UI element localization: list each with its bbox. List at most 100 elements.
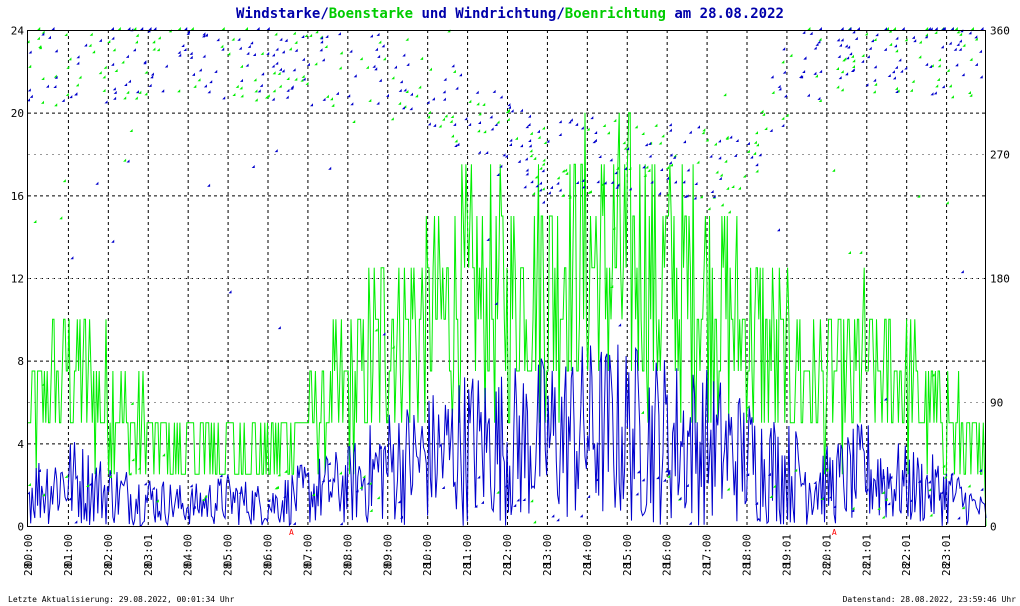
wind-direction-point	[979, 49, 983, 53]
gust-direction-point	[54, 103, 58, 107]
gust-direction-point	[476, 102, 480, 106]
wind-direction-point	[603, 181, 607, 185]
gust-direction-point	[65, 92, 69, 96]
x-tick-time: 00:00	[22, 534, 35, 567]
gust-direction-point	[112, 48, 116, 52]
wind-direction-point	[958, 39, 962, 43]
gust-direction-point	[840, 88, 844, 92]
gust-direction-point	[665, 193, 669, 197]
gust-direction-point	[969, 93, 973, 97]
x-tick-time: 11:00	[461, 534, 474, 567]
x-tick-time: 09:00	[381, 534, 394, 567]
gust-direction-point	[568, 195, 572, 199]
wind-direction-point	[891, 70, 895, 74]
wind-direction-point	[54, 49, 58, 53]
wind-direction-point	[709, 154, 713, 158]
wind-direction-point	[980, 487, 984, 491]
gust-direction-point	[904, 38, 908, 42]
wind-direction-point	[504, 154, 508, 158]
wind-direction-point	[301, 35, 305, 39]
gust-direction-point	[720, 203, 724, 207]
gust-direction-point	[274, 32, 278, 36]
y-left-tick: 20	[11, 107, 24, 120]
wind-direction-point	[403, 88, 407, 92]
wind-direction-point	[477, 150, 481, 154]
wind-direction-point	[980, 27, 984, 31]
wind-direction-point	[46, 84, 50, 88]
wind-direction-point	[228, 290, 232, 294]
x-tick-date: 28.	[62, 556, 75, 576]
wind-direction-point	[598, 155, 602, 159]
wind-direction-point	[594, 131, 598, 135]
wind-direction-point	[901, 27, 905, 31]
gust-direction-point	[785, 113, 789, 117]
gust-direction-point	[42, 493, 46, 497]
wind-direction-point	[301, 57, 305, 61]
wind-direction-point	[547, 191, 551, 195]
gust-direction-point	[848, 251, 852, 255]
gust-direction-point	[133, 27, 137, 31]
wind-direction-point	[386, 93, 390, 97]
gust-direction-point	[378, 40, 382, 44]
gust-direction-point	[643, 174, 647, 178]
x-tick-label: 28.03:01	[142, 534, 155, 576]
wind-direction-point	[895, 90, 899, 94]
gust-direction-point	[781, 60, 785, 64]
wind-direction-point	[74, 92, 78, 96]
wind-direction-point	[733, 153, 737, 157]
wind-direction-point	[489, 115, 493, 119]
gust-direction-point	[950, 95, 954, 99]
gust-direction-point	[645, 165, 649, 169]
gust-direction-point	[529, 154, 533, 158]
gust-direction-point	[398, 101, 402, 105]
wind-direction-point	[285, 95, 289, 99]
wind-direction-point	[974, 35, 978, 39]
wind-direction-point	[865, 83, 869, 87]
x-tick-date: 28.	[102, 556, 115, 576]
wind-direction-point	[112, 87, 116, 91]
wind-direction-point	[802, 30, 806, 34]
gust-direction-point	[123, 158, 127, 162]
gust-direction-point	[177, 89, 181, 93]
x-tick-date: 28.	[541, 556, 554, 576]
x-tick-time: 13:00	[541, 534, 554, 567]
wind-direction-point	[98, 38, 102, 42]
gust-direction-point	[221, 27, 225, 31]
gust-direction-point	[59, 216, 63, 220]
wind-direction-point	[813, 46, 817, 50]
gust-direction-point	[155, 499, 159, 503]
wind-direction-point	[399, 80, 403, 84]
wind-direction-point	[844, 44, 848, 48]
wind-direction-point	[852, 30, 856, 34]
gust-direction-point	[369, 508, 373, 512]
gust-direction-point	[330, 97, 334, 101]
wind-direction-point	[74, 520, 78, 524]
wind-direction-point	[376, 101, 380, 105]
wind-direction-point	[979, 75, 983, 79]
wind-direction-point	[894, 65, 898, 69]
wind-direction-point	[974, 62, 978, 66]
wind-direction-point	[927, 480, 931, 484]
wind-direction-point	[76, 61, 80, 65]
wind-direction-point	[302, 77, 306, 81]
gust-direction-point	[272, 71, 276, 75]
gust-direction-point	[294, 77, 298, 81]
gust-direction-point	[968, 91, 972, 95]
gust-direction-point	[41, 30, 45, 34]
x-tick-label: 28.09:00	[381, 534, 394, 576]
gust-direction-point	[702, 128, 706, 132]
gust-direction-point	[41, 100, 45, 104]
gust-direction-point	[277, 473, 281, 477]
wind-direction-point	[866, 55, 870, 59]
wind-direction-point	[592, 140, 596, 144]
wind-direction-point	[746, 473, 750, 477]
gust-direction-point	[529, 131, 533, 135]
wind-direction-point	[374, 67, 378, 71]
wind-direction-point	[777, 84, 781, 88]
wind-direction-point	[347, 94, 351, 98]
gust-direction-point	[144, 70, 148, 74]
wind-direction-point	[70, 256, 74, 260]
gust-direction-point	[909, 88, 913, 92]
wind-direction-point	[104, 100, 108, 104]
wind-direction-point	[184, 27, 188, 31]
